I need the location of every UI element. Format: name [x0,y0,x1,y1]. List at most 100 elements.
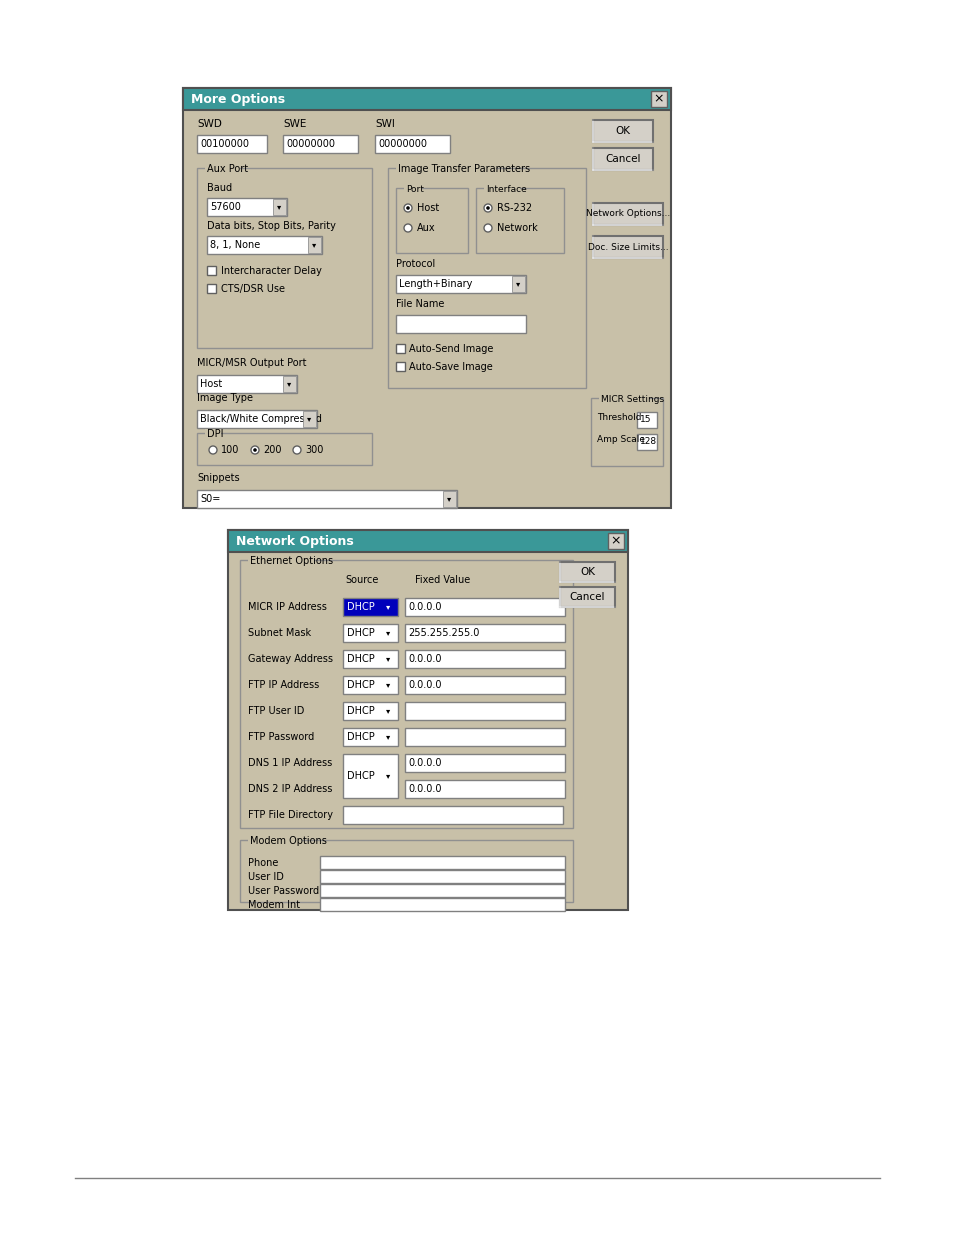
Circle shape [406,206,410,210]
Text: Snippets: Snippets [196,473,239,483]
Bar [395,362,405,370]
Text: ▾: ▾ [385,629,390,637]
Bar [395,345,405,353]
Text: DPI: DPI [207,429,223,438]
Circle shape [403,224,412,232]
Bar [403,184,422,193]
Text: User ID: User ID [248,872,284,882]
Bar [283,375,295,391]
Circle shape [483,224,492,232]
Text: Source: Source [345,576,378,585]
Text: 0.0.0.0: 0.0.0.0 [408,601,441,613]
Text: Baud: Baud [207,183,232,193]
Bar [405,755,564,772]
Text: Gateway Address: Gateway Address [248,655,333,664]
Text: DHCP: DHCP [347,601,375,613]
Text: ▾: ▾ [276,203,281,211]
Bar [343,676,397,694]
Text: ▾: ▾ [446,494,451,504]
Text: FTP File Directory: FTP File Directory [248,810,333,820]
Bar [196,168,372,348]
Bar [593,236,662,258]
Bar [319,898,564,911]
Text: 00000000: 00000000 [377,140,427,149]
Text: Modem Options: Modem Options [250,836,327,846]
Bar [388,168,585,388]
Text: Auto-Send Image: Auto-Send Image [409,345,493,354]
Text: SWI: SWI [375,119,395,128]
Bar [207,198,287,216]
Text: Network Options...: Network Options... [585,210,669,219]
Bar [607,534,623,550]
Bar [590,398,662,466]
Bar [205,429,220,438]
Bar [273,199,286,215]
Text: 128: 128 [639,437,657,447]
Bar [303,411,315,427]
Text: Fixed Value: Fixed Value [415,576,470,585]
Bar [343,727,397,746]
Bar [598,394,649,403]
Bar [319,869,564,883]
Text: ▾: ▾ [385,772,390,781]
Text: 200: 200 [263,445,281,454]
Text: ▾: ▾ [287,379,291,389]
Text: DHCP: DHCP [347,680,375,690]
Text: ▾: ▾ [385,603,390,611]
Text: DNS 2 IP Address: DNS 2 IP Address [248,784,332,794]
Bar [395,275,525,293]
Text: 300: 300 [305,445,323,454]
Bar [228,530,627,910]
Text: FTP Password: FTP Password [248,732,314,742]
Text: Interface: Interface [485,184,526,194]
Text: ▾: ▾ [385,655,390,663]
Text: FTP User ID: FTP User ID [248,706,304,716]
Text: DHCP: DHCP [347,732,375,742]
Circle shape [251,446,258,454]
Text: Threshold: Threshold [597,414,640,422]
Text: OK: OK [615,126,630,136]
Bar [205,164,239,173]
Bar [196,433,372,466]
Bar [405,650,564,668]
Bar [240,840,573,902]
Bar [207,266,215,275]
Text: Network: Network [497,224,537,233]
Bar [240,559,573,827]
Text: Network Options: Network Options [235,535,354,547]
Bar [405,676,564,694]
Circle shape [403,204,412,212]
Bar [405,598,564,616]
Text: Protocol: Protocol [395,259,435,269]
Text: MICR IP Address: MICR IP Address [248,601,327,613]
Circle shape [209,446,216,454]
Bar [512,275,524,291]
Text: Modem Int: Modem Int [248,900,300,910]
Circle shape [486,206,489,210]
Text: 15: 15 [639,415,651,425]
Text: Host: Host [416,203,438,212]
Bar [483,184,519,193]
Text: MICR/MSR Output Port: MICR/MSR Output Port [196,358,306,368]
Text: ▾: ▾ [516,279,519,289]
Bar [405,727,564,746]
Text: User Password: User Password [248,885,319,897]
Text: MICR Settings: MICR Settings [600,394,663,404]
Text: Aux: Aux [416,224,436,233]
Text: 255.255.255.0: 255.255.255.0 [408,629,478,638]
Bar [343,598,397,616]
Bar [343,624,397,642]
Bar [343,701,397,720]
Text: Cancel: Cancel [569,592,604,601]
Text: ▾: ▾ [385,706,390,715]
Text: File Name: File Name [395,299,444,309]
Bar [395,164,496,173]
Bar [405,781,564,798]
Bar [476,188,563,253]
Bar [375,135,450,153]
Text: ▾: ▾ [312,241,315,249]
Text: DHCP: DHCP [347,771,375,781]
Bar [343,755,397,798]
Text: 0.0.0.0: 0.0.0.0 [408,655,441,664]
Bar [183,88,670,110]
